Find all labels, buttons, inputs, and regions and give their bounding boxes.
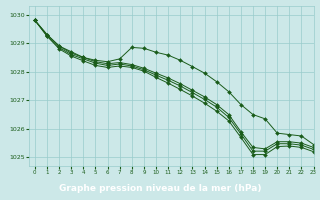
Text: Graphe pression niveau de la mer (hPa): Graphe pression niveau de la mer (hPa) — [59, 184, 261, 193]
